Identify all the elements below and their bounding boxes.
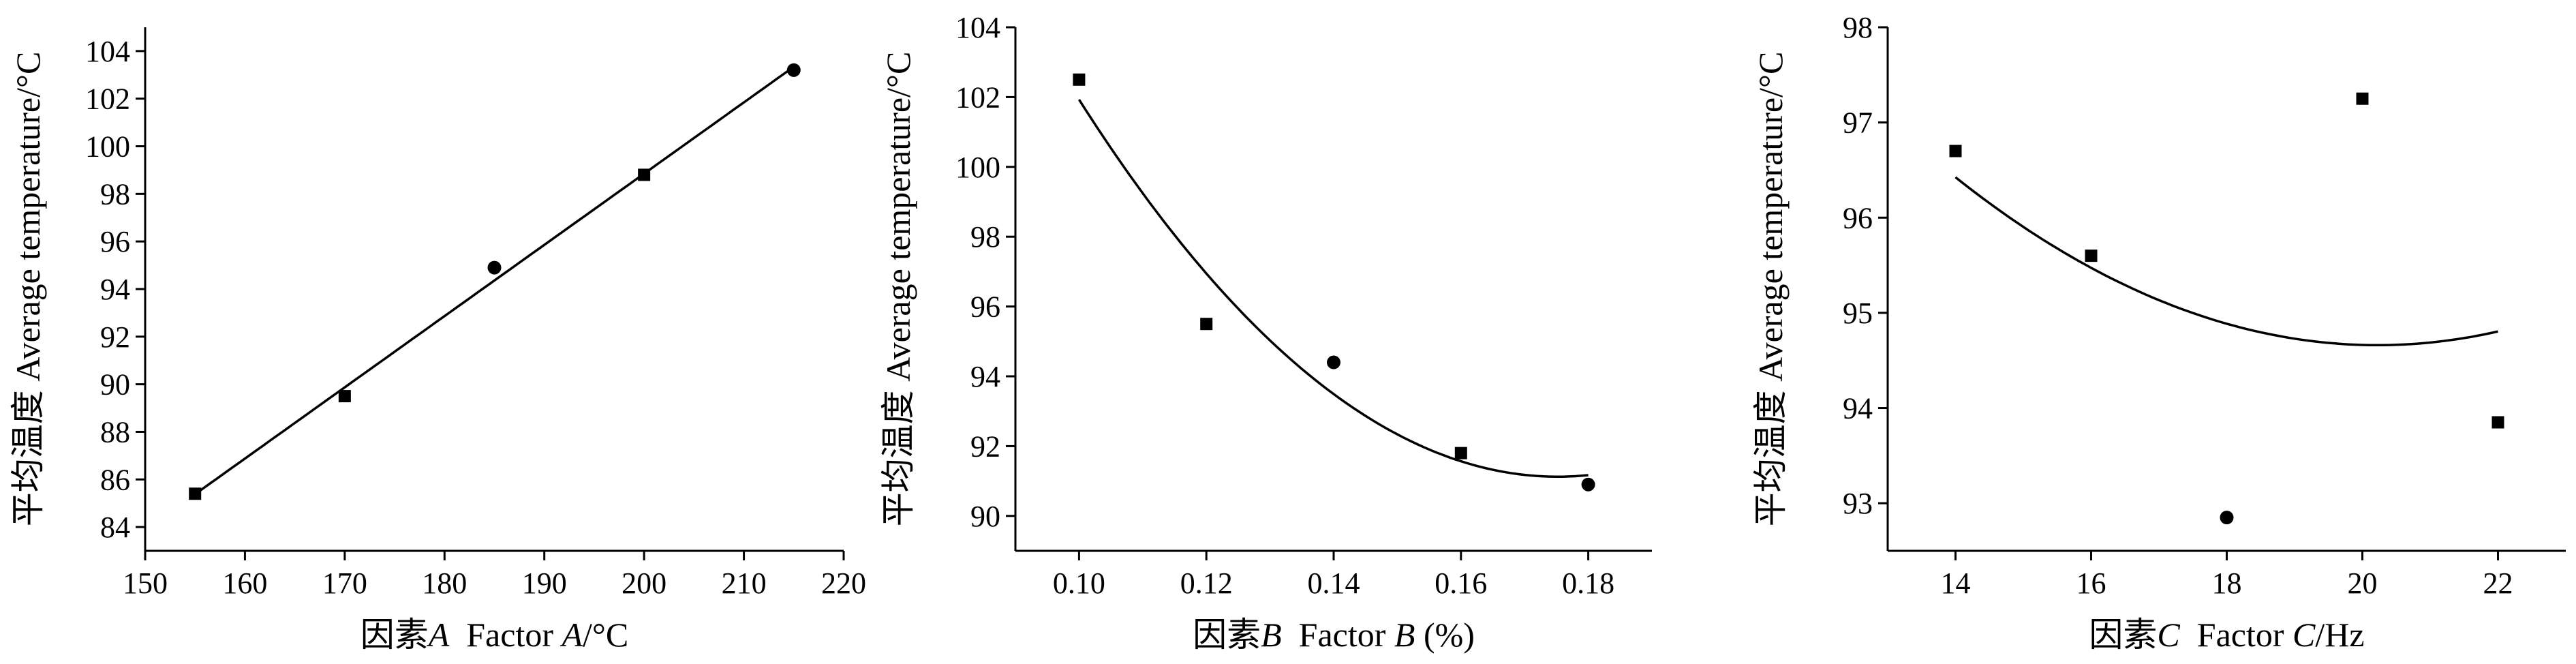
- factor-b-data-point: [1200, 318, 1213, 331]
- factor-b-y-tick-label: 104: [955, 11, 1000, 44]
- factor-c-data-point: [1949, 145, 1962, 157]
- factor-b-fit-line: [1077, 99, 1589, 478]
- factor-c-y-tick-label: 95: [1843, 297, 1873, 330]
- factor-b-x-tick-label: 0.18: [1562, 567, 1614, 600]
- factor-c-data-point: [2356, 92, 2369, 105]
- factor-a-y-tick-label: 92: [100, 320, 130, 354]
- factor-a-y-tick-label: 102: [85, 82, 130, 116]
- factor-c-x-tick-label: 22: [2483, 567, 2513, 600]
- factor-b-data-point: [1581, 477, 1595, 492]
- factor-a-x-tick-label: 190: [522, 567, 567, 600]
- factor-b-data-point: [1327, 355, 1340, 369]
- chart-factor-a: 150 160 170 180 190 200 210 220 84 86 88 90 92 94 96 98…: [9, 27, 866, 654]
- factor-b-y-tick-label: 92: [970, 429, 1000, 463]
- factor-a-y-tick-label: 94: [100, 273, 130, 306]
- factor-a-y-tick-label: 96: [100, 225, 130, 258]
- factor-c-x-tick-label: 20: [2348, 567, 2378, 600]
- factor-c-data-point: [2085, 250, 2098, 262]
- factor-c-y-tick-label: 94: [1843, 392, 1873, 425]
- factor-b-y-tick-label: 102: [955, 80, 1000, 114]
- factor-a-y-tick-label: 88: [100, 415, 130, 449]
- factor-c-x-axis-title: 因素C Factor C/Hz: [2089, 616, 2364, 654]
- factor-c-y-tick-label: 96: [1843, 201, 1873, 235]
- factor-a-y-axis-title: 平均温度 Average temperature/°C: [9, 52, 47, 527]
- factor-b-x-tick-label: 0.10: [1053, 567, 1105, 600]
- factor-b-y-tick-label: 100: [955, 151, 1000, 184]
- factor-a-x-tick-label: 200: [622, 567, 666, 600]
- factor-b-y-tick-label: 90: [970, 500, 1000, 533]
- factor-a-x-tick-label: 160: [222, 567, 267, 600]
- factor-a-fit-line: [194, 65, 795, 496]
- factor-b-x-axis-title: 因素B Factor B (%): [1193, 616, 1475, 654]
- factor-a-x-axis-title: 因素A Factor A/°C: [361, 616, 629, 654]
- factor-b-y-tick-label: 94: [970, 360, 1000, 393]
- factor-a-x-tick-label: 210: [722, 567, 767, 600]
- factor-b-data-point: [1073, 73, 1086, 86]
- factor-a-data-point: [786, 63, 801, 77]
- factor-c-data-point: [2491, 416, 2504, 429]
- chart-factor-c: 14 16 18 20 22 93 94 95 96 97 98 平均温度 Average tempe…: [1751, 11, 2566, 654]
- factor-a-y-tick-label: 86: [100, 463, 130, 496]
- factor-c-fit-line: [1954, 176, 2498, 347]
- factor-a-y-tick-label: 84: [100, 511, 130, 544]
- factor-b-y-axis-title: 平均温度 Average temperature/°C: [879, 52, 917, 527]
- factor-b-x-tick-label: 0.16: [1435, 567, 1487, 600]
- factor-b-x-tick-label: 0.14: [1308, 567, 1360, 600]
- factor-a-data-point: [338, 390, 351, 403]
- factor-b-x-tick-label: 0.12: [1180, 567, 1233, 600]
- factor-c-y-tick-label: 97: [1843, 106, 1873, 140]
- factor-c-data-point: [2220, 511, 2234, 525]
- factor-a-y-tick-label: 100: [85, 130, 130, 164]
- factor-a-x-tick-label: 180: [422, 567, 467, 600]
- factor-a-x-tick-label: 220: [821, 567, 866, 600]
- factor-c-y-axis-title: 平均温度 Average temperature/°C: [1751, 52, 1790, 527]
- factor-a-y-tick-label: 98: [100, 177, 130, 211]
- factor-c-x-tick-label: 16: [2076, 567, 2106, 600]
- factor-a-y-tick-label: 104: [85, 35, 130, 68]
- factor-c-y-tick-label: 98: [1843, 11, 1873, 44]
- factor-a-y-tick-label: 90: [100, 368, 130, 402]
- factor-b-y-tick-label: 96: [970, 290, 1000, 324]
- factor-c-y-tick-label: 93: [1843, 487, 1873, 520]
- factor-c-x-tick-label: 18: [2212, 567, 2242, 600]
- factor-a-x-tick-label: 170: [322, 567, 367, 600]
- factor-a-data-point: [189, 487, 202, 500]
- factor-a-x-tick-label: 150: [123, 567, 168, 600]
- chart-factor-b: 0.10 0.12 0.14 0.16 0.18 90 92 94 96 98 100 102 104 平…: [879, 11, 1652, 654]
- factor-b-y-tick-label: 98: [970, 220, 1000, 254]
- factor-b-data-point: [1454, 447, 1467, 459]
- factor-a-data-point: [638, 168, 651, 181]
- factor-a-data-point: [487, 260, 502, 275]
- factor-c-x-tick-label: 14: [1941, 567, 1971, 600]
